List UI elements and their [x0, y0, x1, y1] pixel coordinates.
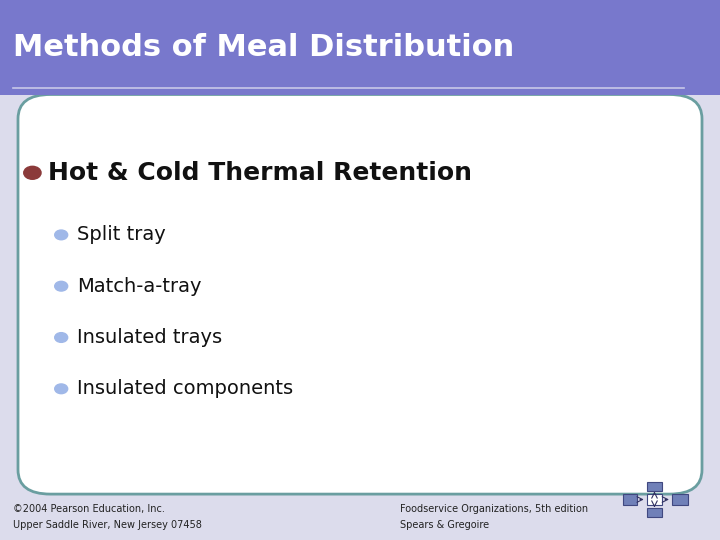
FancyBboxPatch shape	[647, 482, 662, 491]
Text: Insulated components: Insulated components	[77, 379, 293, 399]
Circle shape	[55, 384, 68, 394]
FancyBboxPatch shape	[18, 94, 702, 494]
FancyBboxPatch shape	[647, 494, 662, 505]
FancyBboxPatch shape	[623, 494, 637, 505]
Circle shape	[55, 230, 68, 240]
FancyBboxPatch shape	[672, 494, 688, 505]
Text: Methods of Meal Distribution: Methods of Meal Distribution	[13, 33, 514, 62]
Circle shape	[55, 281, 68, 291]
Text: Foodservice Organizations, 5th edition: Foodservice Organizations, 5th edition	[400, 504, 588, 514]
Text: Match-a-tray: Match-a-tray	[77, 276, 202, 296]
Text: Spears & Gregoire: Spears & Gregoire	[400, 520, 489, 530]
Text: Hot & Cold Thermal Retention: Hot & Cold Thermal Retention	[48, 161, 472, 185]
Text: Insulated trays: Insulated trays	[77, 328, 222, 347]
Text: ©2004 Pearson Education, Inc.: ©2004 Pearson Education, Inc.	[13, 504, 165, 514]
Text: Upper Saddle River, New Jersey 07458: Upper Saddle River, New Jersey 07458	[13, 520, 202, 530]
FancyBboxPatch shape	[647, 508, 662, 517]
Circle shape	[55, 333, 68, 342]
FancyBboxPatch shape	[0, 0, 720, 94]
Circle shape	[24, 166, 41, 179]
Text: Split tray: Split tray	[77, 225, 166, 245]
